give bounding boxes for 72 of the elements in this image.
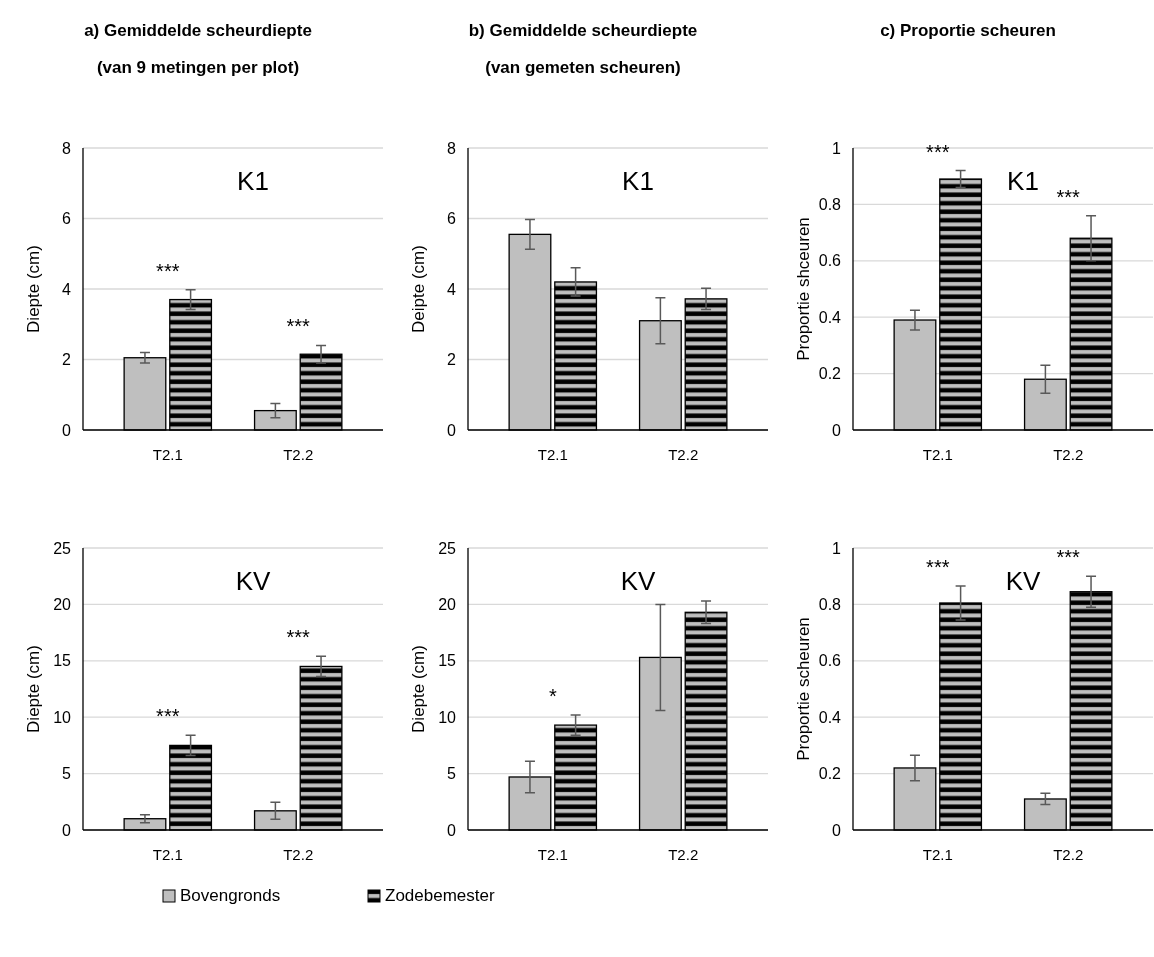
y-axis-title: Deipte (cm) — [409, 245, 428, 333]
annotation: *** — [286, 626, 311, 649]
y-tick-label: 0.8 — [818, 196, 842, 213]
y-tick-label: 0.6 — [818, 252, 842, 270]
y-tick-label: 0.8 — [818, 596, 842, 613]
y-tick-label: 0.2 — [818, 765, 842, 783]
y-tick-label: 0.4 — [818, 308, 842, 326]
annotation: *** — [926, 140, 950, 163]
y-axis-title: Diepte (cm) — [409, 645, 428, 733]
x-tick-label: T2.1 — [537, 846, 568, 863]
y-tick-label: 5 — [447, 765, 457, 783]
annotation: KV — [620, 566, 656, 596]
y-tick-label: 0 — [832, 421, 842, 439]
y-tick-label: 0.4 — [818, 708, 842, 726]
annotation: *** — [156, 705, 180, 728]
legend-label: Zodebemester — [385, 886, 495, 905]
y-tick-label: 0 — [447, 821, 457, 839]
legend-label: Bovengronds — [180, 886, 281, 905]
annotation: K1 — [622, 166, 654, 196]
annotation: K1 — [237, 166, 269, 196]
y-tick-label: 5 — [62, 765, 72, 783]
y-tick-label: 10 — [438, 708, 457, 726]
annotation: *** — [926, 556, 950, 579]
y-axis-title: Proportie scheuren — [794, 617, 813, 761]
x-tick-label: T2.1 — [922, 446, 953, 463]
y-tick-label: 0 — [62, 421, 72, 439]
y-tick-label: 8 — [62, 139, 72, 157]
y-tick-label: 2 — [447, 351, 457, 369]
chart-title: c) Proportie scheuren — [880, 21, 1056, 40]
x-tick-label: T2.1 — [537, 446, 568, 463]
y-tick-label: 0.6 — [818, 652, 842, 670]
x-tick-label: T2.2 — [668, 446, 699, 463]
y-tick-label: 10 — [53, 708, 72, 726]
x-tick-label: T2.2 — [283, 846, 314, 863]
y-tick-label: 20 — [53, 596, 72, 613]
y-tick-label: 1 — [832, 539, 842, 557]
y-tick-label: 8 — [447, 139, 457, 157]
annotation: *** — [1056, 185, 1081, 208]
annotation: *** — [286, 315, 311, 338]
annotation: * — [548, 684, 557, 707]
chart-title: a) Gemiddelde scheurdiepte (van 9 metingen per plot) — [84, 21, 312, 77]
y-tick-label: 0 — [447, 421, 457, 439]
chart-title: b) Gemiddelde scheurdiepte (van gemeten scheuren) — [468, 21, 698, 77]
annotation: KV — [1005, 566, 1041, 596]
y-tick-label: 1 — [832, 139, 842, 157]
y-axis-title: Proportie shceuren — [794, 217, 813, 361]
y-tick-label: 4 — [62, 280, 72, 298]
y-axis-title: Diepte (cm) — [24, 645, 43, 733]
y-tick-label: 0 — [832, 821, 842, 839]
x-tick-label: T2.1 — [152, 446, 183, 463]
x-tick-label: T2.2 — [283, 446, 314, 463]
annotation: *** — [156, 259, 180, 282]
y-tick-label: 25 — [438, 539, 457, 557]
y-tick-label: 15 — [438, 652, 457, 670]
annotation: KV — [235, 566, 271, 596]
y-tick-label: 2 — [62, 351, 72, 369]
y-tick-label: 25 — [53, 539, 72, 557]
y-tick-label: 4 — [447, 280, 457, 298]
y-axis-title: Diepte (cm) — [24, 245, 43, 333]
x-tick-label: T2.2 — [668, 846, 699, 863]
y-tick-label: 0 — [62, 821, 72, 839]
annotation: *** — [1056, 546, 1081, 569]
y-tick-label: 6 — [447, 210, 457, 228]
x-tick-label: T2.1 — [152, 846, 183, 863]
y-tick-label: 20 — [438, 596, 457, 613]
y-tick-label: 0.2 — [818, 365, 842, 383]
x-tick-label: T2.2 — [1053, 446, 1084, 463]
y-tick-label: 6 — [62, 210, 72, 228]
x-tick-label: T2.1 — [922, 846, 953, 863]
annotation: K1 — [1007, 166, 1039, 196]
y-tick-label: 15 — [53, 652, 72, 670]
x-tick-label: T2.2 — [1053, 846, 1084, 863]
